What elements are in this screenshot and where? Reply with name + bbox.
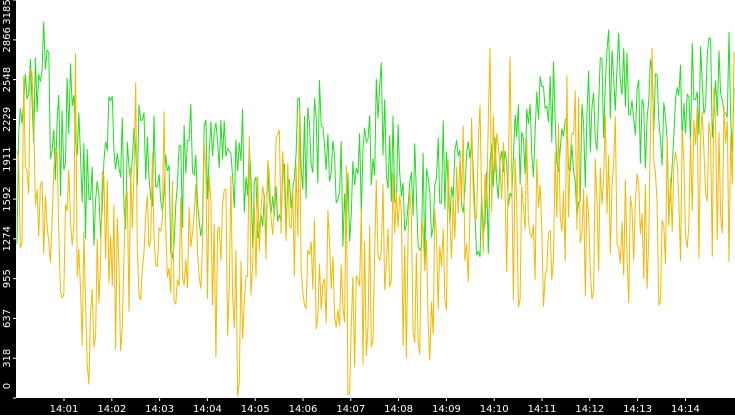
- x-tick-label: 14:06: [289, 404, 318, 415]
- x-axis: 14:01 14:02 14:03 14:04 14:05 14:06 14:07 14:08…: [50, 398, 700, 415]
- series-layer: [16, 21, 735, 397]
- x-tick-label: 14:11: [528, 404, 557, 415]
- y-tick-label: 2229: [2, 107, 13, 132]
- y-tick-label: 2866: [2, 27, 13, 52]
- y-tick-label: 637: [2, 309, 13, 328]
- y-tick-label: 1592: [2, 186, 13, 211]
- x-tick-label: 14:10: [480, 404, 509, 415]
- x-tick-label: 14:14: [671, 404, 700, 415]
- y-tick-label: 2548: [2, 67, 13, 92]
- y-axis-band: [0, 0, 16, 415]
- x-tick-label: 14:02: [97, 404, 126, 415]
- x-axis-band: [0, 398, 735, 415]
- series-line-yellow: [16, 47, 735, 397]
- x-tick-label: 14:04: [193, 404, 222, 415]
- x-tick-label: 14:05: [241, 404, 270, 415]
- y-axis: 0 318 637 955 1274 1592 1911 2229 2548 2866 3185: [2, 0, 16, 399]
- y-tick-label: 0: [2, 383, 13, 389]
- x-tick-label: 14:03: [145, 404, 174, 415]
- x-tick-label: 14:07: [336, 404, 365, 415]
- y-tick-label: 318: [2, 349, 13, 368]
- x-tick-label: 14:12: [575, 404, 604, 415]
- x-tick-label: 14:01: [50, 404, 79, 415]
- x-tick-label: 14:08: [384, 404, 413, 415]
- y-tick-label: 1911: [2, 146, 13, 171]
- y-tick-label: 3185: [2, 0, 13, 25]
- x-tick-label: 14:13: [623, 404, 652, 415]
- y-tick-label: 1274: [2, 226, 13, 251]
- x-tick-label: 14:09: [432, 404, 461, 415]
- y-tick-label: 955: [2, 269, 13, 288]
